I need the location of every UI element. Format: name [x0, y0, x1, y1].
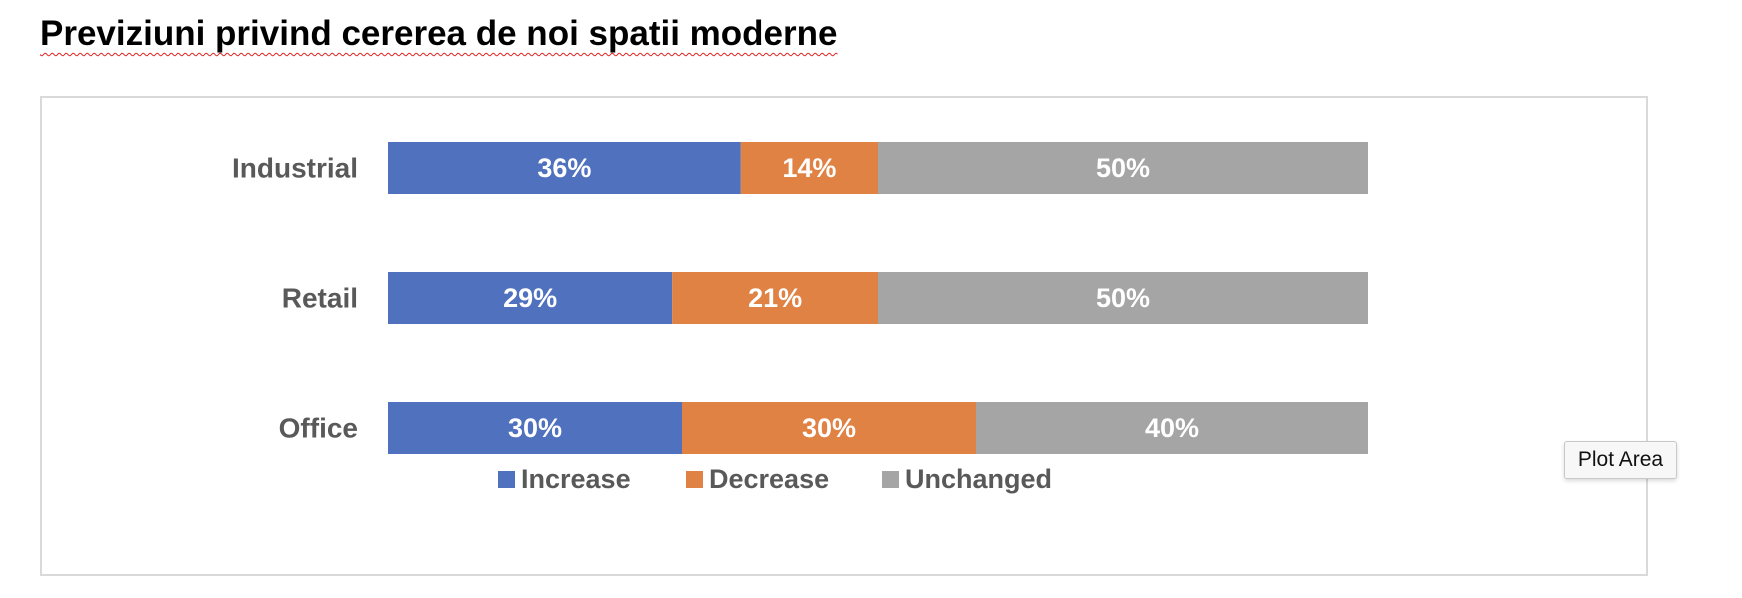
data-label-unchanged-office: 40%	[1145, 413, 1199, 443]
bar-decrease-industrial[interactable]	[740, 142, 878, 194]
legend-label-increase: Increase	[521, 464, 631, 494]
plot-area[interactable]: Industrial 36% 14% 50% Retail 29% 21% 50% Office…	[232, 142, 1368, 454]
data-label-unchanged-retail: 50%	[1096, 283, 1150, 313]
category-label-industrial: Industrial	[232, 152, 358, 183]
plot-area-tooltip: Plot Area	[1564, 441, 1677, 479]
bar-unchanged-office[interactable]	[976, 402, 1368, 454]
bar-increase-industrial[interactable]	[388, 142, 741, 194]
legend-label-unchanged: Unchanged	[905, 464, 1052, 494]
bar-decrease-office[interactable]	[682, 402, 976, 454]
bar-decrease-retail[interactable]	[672, 272, 878, 324]
legend-swatch-increase	[498, 471, 515, 488]
data-label-increase-retail: 29%	[503, 283, 557, 313]
data-label-increase-office: 30%	[508, 413, 562, 443]
legend-swatch-decrease	[686, 471, 703, 488]
data-label-decrease-retail: 21%	[748, 283, 802, 313]
bar-increase-office[interactable]	[388, 402, 682, 454]
category-label-retail: Retail	[282, 282, 358, 313]
data-label-decrease-industrial: 14%	[782, 153, 836, 183]
chart-area[interactable]: Industrial 36% 14% 50% Retail 29% 21% 50% Office…	[40, 96, 1648, 576]
bar-unchanged-retail[interactable]	[878, 272, 1368, 324]
bar-unchanged-industrial[interactable]	[878, 142, 1368, 194]
stacked-bar-chart[interactable]: Industrial 36% 14% 50% Retail 29% 21% 50% Office…	[42, 98, 1646, 574]
bar-increase-retail[interactable]	[388, 272, 673, 324]
document-heading: Previziuni privind cererea de noi spatii…	[40, 14, 838, 53]
data-label-decrease-office: 30%	[802, 413, 856, 443]
legend-label-decrease: Decrease	[709, 464, 829, 494]
data-label-increase-industrial: 36%	[537, 153, 591, 183]
legend-item-increase[interactable]: Increase	[498, 464, 631, 494]
chart-legend[interactable]: Increase Decrease Unchanged	[498, 464, 1052, 494]
legend-swatch-unchanged	[882, 471, 899, 488]
legend-item-decrease[interactable]: Decrease	[686, 464, 829, 494]
legend-item-unchanged[interactable]: Unchanged	[882, 464, 1052, 494]
category-label-office: Office	[279, 412, 358, 443]
data-label-unchanged-industrial: 50%	[1096, 153, 1150, 183]
